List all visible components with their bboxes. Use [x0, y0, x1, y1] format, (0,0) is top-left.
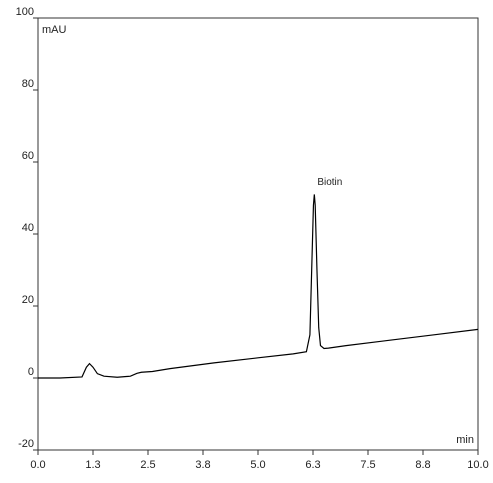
x-tick-label: 5.0 [250, 459, 265, 471]
y-tick-label: 40 [22, 222, 34, 234]
y-tick-label: -20 [18, 438, 34, 450]
peak-label: Biotin [317, 177, 342, 188]
x-tick-label: 3.8 [195, 459, 210, 471]
x-tick-label: 8.8 [415, 459, 430, 471]
x-tick-label: 10.0 [467, 459, 488, 471]
y-tick-label: 80 [22, 78, 34, 90]
x-tick-label: 0.0 [30, 459, 45, 471]
y-tick-label: 100 [16, 6, 34, 18]
y-tick-label: 0 [28, 366, 34, 378]
x-tick-label: 2.5 [140, 459, 155, 471]
x-axis-label: min [456, 434, 474, 446]
x-tick-label: 6.3 [305, 459, 320, 471]
x-tick-label: 1.3 [85, 459, 100, 471]
x-tick-label: 7.5 [360, 459, 375, 471]
y-axis-label: mAU [42, 24, 67, 36]
y-tick-label: 20 [22, 294, 34, 306]
plot-frame [37, 17, 479, 451]
y-tick-label: 60 [22, 150, 34, 162]
trace [38, 194, 479, 379]
